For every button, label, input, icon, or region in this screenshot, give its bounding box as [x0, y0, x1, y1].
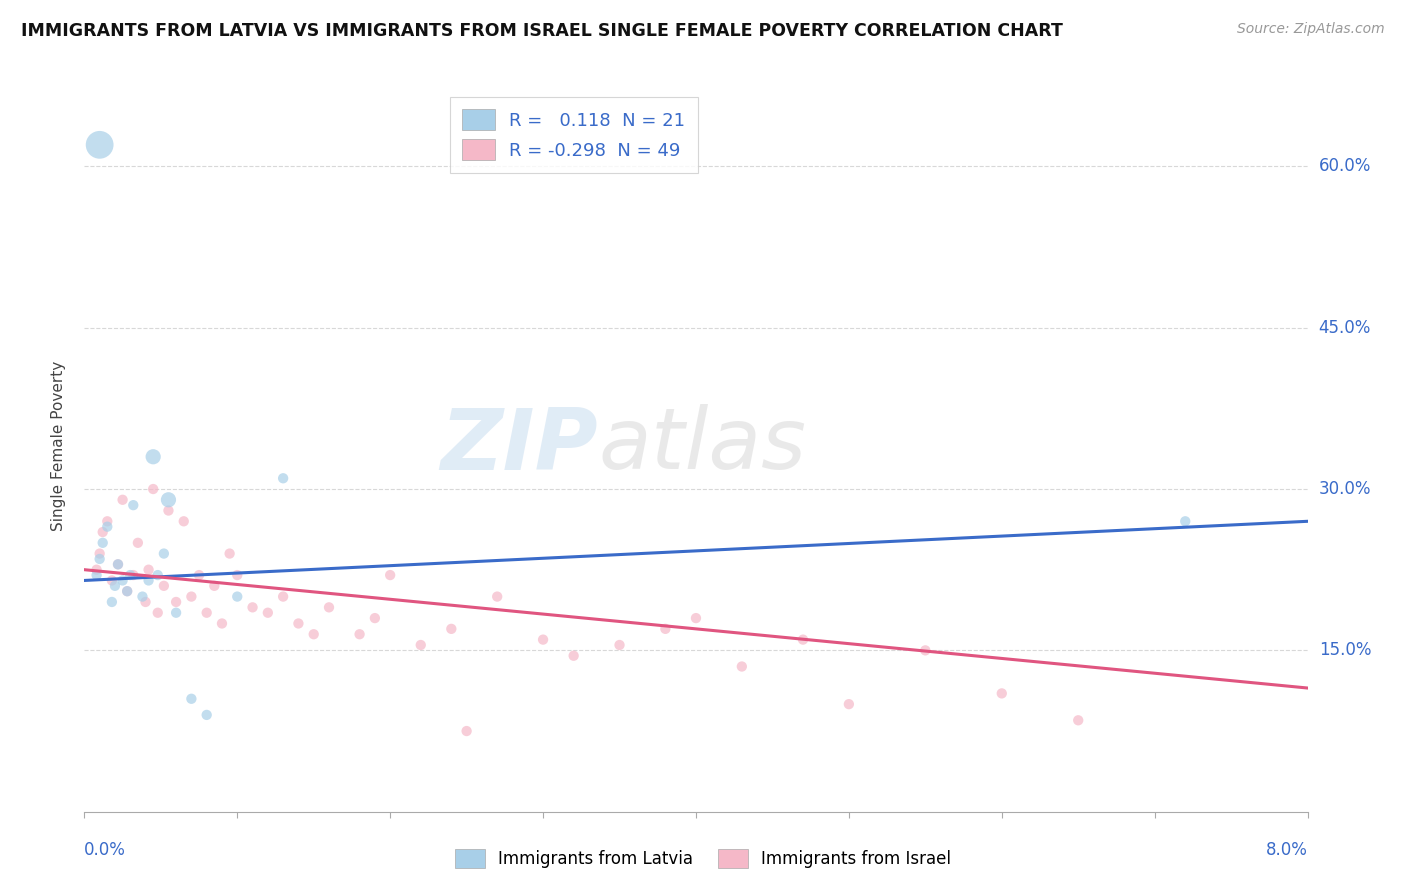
- Point: [302, 627, 325, 641]
- Point: [456, 724, 478, 739]
- Text: 8.0%: 8.0%: [1265, 841, 1308, 859]
- Point: [792, 632, 814, 647]
- Point: [180, 590, 202, 604]
- Text: 45.0%: 45.0%: [1319, 318, 1371, 336]
- Point: [1067, 714, 1090, 728]
- Point: [226, 590, 249, 604]
- Text: 0.0%: 0.0%: [84, 841, 127, 859]
- Point: [89, 552, 111, 566]
- Point: [142, 482, 165, 496]
- Point: [153, 547, 176, 561]
- Point: [991, 686, 1014, 700]
- Point: [165, 606, 187, 620]
- Point: [101, 574, 124, 588]
- Point: [838, 697, 860, 711]
- Text: Source: ZipAtlas.com: Source: ZipAtlas.com: [1237, 22, 1385, 37]
- Point: [135, 595, 157, 609]
- Point: [111, 574, 134, 588]
- Point: [104, 579, 127, 593]
- Point: [195, 707, 218, 722]
- Point: [138, 563, 160, 577]
- Point: [165, 595, 187, 609]
- Text: 60.0%: 60.0%: [1319, 157, 1371, 176]
- Point: [127, 536, 149, 550]
- Point: [120, 568, 142, 582]
- Point: [96, 514, 118, 528]
- Legend: Immigrants from Latvia, Immigrants from Israel: Immigrants from Latvia, Immigrants from …: [446, 840, 960, 877]
- Point: [153, 579, 176, 593]
- Point: [142, 450, 165, 464]
- Point: [173, 514, 195, 528]
- Point: [115, 584, 138, 599]
- Point: [101, 595, 124, 609]
- Text: IMMIGRANTS FROM LATVIA VS IMMIGRANTS FROM ISRAEL SINGLE FEMALE POVERTY CORRELATI: IMMIGRANTS FROM LATVIA VS IMMIGRANTS FRO…: [21, 22, 1063, 40]
- Point: [271, 590, 294, 604]
- Point: [211, 616, 233, 631]
- Point: [287, 616, 309, 631]
- Point: [131, 590, 153, 604]
- Legend: R =   0.118  N = 21, R = -0.298  N = 49: R = 0.118 N = 21, R = -0.298 N = 49: [450, 96, 697, 173]
- Text: atlas: atlas: [598, 404, 806, 488]
- Point: [271, 471, 294, 485]
- Point: [91, 524, 114, 539]
- Point: [685, 611, 707, 625]
- Point: [654, 622, 676, 636]
- Y-axis label: Single Female Poverty: Single Female Poverty: [51, 361, 66, 531]
- Text: 30.0%: 30.0%: [1319, 480, 1371, 498]
- Point: [107, 558, 129, 572]
- Point: [195, 606, 218, 620]
- Point: [91, 536, 114, 550]
- Point: [440, 622, 463, 636]
- Point: [107, 558, 129, 572]
- Point: [380, 568, 402, 582]
- Point: [157, 503, 180, 517]
- Point: [138, 574, 160, 588]
- Point: [562, 648, 585, 663]
- Point: [731, 659, 754, 673]
- Point: [349, 627, 371, 641]
- Point: [609, 638, 631, 652]
- Point: [257, 606, 280, 620]
- Point: [318, 600, 340, 615]
- Text: ZIP: ZIP: [440, 404, 598, 488]
- Point: [157, 492, 180, 507]
- Point: [1174, 514, 1197, 528]
- Point: [111, 492, 134, 507]
- Point: [122, 568, 145, 582]
- Point: [146, 606, 169, 620]
- Text: 15.0%: 15.0%: [1319, 641, 1371, 659]
- Point: [409, 638, 432, 652]
- Point: [86, 563, 108, 577]
- Point: [180, 691, 202, 706]
- Point: [122, 498, 145, 512]
- Point: [531, 632, 554, 647]
- Point: [86, 568, 108, 582]
- Point: [89, 547, 111, 561]
- Point: [202, 579, 225, 593]
- Point: [486, 590, 509, 604]
- Point: [242, 600, 264, 615]
- Point: [218, 547, 240, 561]
- Point: [96, 519, 118, 533]
- Point: [364, 611, 387, 625]
- Point: [89, 137, 111, 152]
- Point: [914, 643, 936, 657]
- Point: [226, 568, 249, 582]
- Point: [115, 584, 138, 599]
- Point: [188, 568, 211, 582]
- Point: [146, 568, 169, 582]
